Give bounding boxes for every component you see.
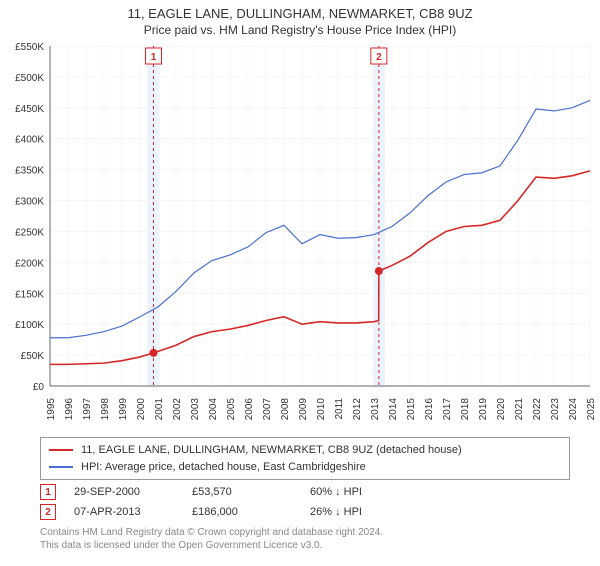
footer: Contains HM Land Registry data © Crown c… [40,526,570,552]
sale-marker-2: 2 [40,504,56,520]
chart-title: 11, EAGLE LANE, DULLINGHAM, NEWMARKET, C… [0,6,600,21]
svg-text:2025: 2025 [586,398,597,421]
svg-text:£250K: £250K [15,227,44,238]
sale-price-2: £186,000 [192,506,292,518]
svg-text:£350K: £350K [15,166,44,177]
svg-text:£450K: £450K [15,104,44,115]
svg-text:£200K: £200K [15,258,44,269]
svg-text:1996: 1996 [64,398,75,421]
svg-text:£400K: £400K [15,135,44,146]
chart-subtitle: Price paid vs. HM Land Registry's House … [0,23,600,37]
svg-text:2001: 2001 [154,398,165,421]
svg-text:2010: 2010 [316,398,327,421]
footer-line-2: This data is licensed under the Open Gov… [40,539,570,552]
svg-text:2019: 2019 [478,398,489,421]
svg-text:2: 2 [376,52,382,63]
sale-date-1: 29-SEP-2000 [74,486,174,498]
sale-delta-1: 60% ↓ HPI [310,486,410,498]
svg-text:2021: 2021 [514,398,525,421]
sale-row-2: 2 07-APR-2013 £186,000 26% ↓ HPI [40,504,570,520]
sale-delta-2: 26% ↓ HPI [310,506,410,518]
svg-text:2008: 2008 [280,398,291,421]
svg-text:2006: 2006 [244,398,255,421]
svg-text:2009: 2009 [298,398,309,421]
svg-text:2003: 2003 [190,398,201,421]
svg-text:2016: 2016 [424,398,435,421]
svg-text:£100K: £100K [15,320,44,331]
svg-text:2023: 2023 [550,398,561,421]
sale-marker-1: 1 [40,484,56,500]
chart-svg: £0 £50K £100K £150K £200K £250K £300K £350K £400… [0,41,600,431]
footer-line-1: Contains HM Land Registry data © Crown c… [40,526,570,539]
legend-label-hpi: HPI: Average price, detached house, East… [81,459,366,476]
line-chart: £0 £50K £100K £150K £200K £250K £300K £350K £400… [0,41,600,431]
svg-text:2011: 2011 [334,398,345,420]
svg-text:2012: 2012 [352,398,363,421]
sale-row-1: 1 29-SEP-2000 £53,570 60% ↓ HPI [40,484,570,500]
svg-text:2013: 2013 [370,398,381,421]
svg-text:2020: 2020 [496,398,507,421]
svg-text:1999: 1999 [118,398,129,421]
legend-label-property: 11, EAGLE LANE, DULLINGHAM, NEWMARKET, C… [81,442,462,459]
svg-text:2017: 2017 [442,398,453,421]
svg-text:2018: 2018 [460,398,471,421]
svg-text:1997: 1997 [82,398,93,421]
legend-row-hpi: HPI: Average price, detached house, East… [49,459,561,476]
svg-text:£550K: £550K [15,42,44,53]
svg-text:2004: 2004 [208,398,219,421]
legend-swatch-hpi [49,466,73,468]
svg-text:£50K: £50K [21,351,45,362]
svg-text:2022: 2022 [532,398,543,421]
svg-text:£150K: £150K [15,289,44,300]
svg-text:2005: 2005 [226,398,237,421]
svg-text:£0: £0 [33,382,45,393]
legend: 11, EAGLE LANE, DULLINGHAM, NEWMARKET, C… [40,437,570,480]
svg-text:2014: 2014 [388,398,399,421]
svg-text:2024: 2024 [568,398,579,421]
svg-text:2002: 2002 [172,398,183,421]
svg-text:1995: 1995 [46,398,57,421]
sale-price-1: £53,570 [192,486,292,498]
svg-text:1: 1 [151,52,157,63]
svg-text:2015: 2015 [406,398,417,421]
svg-text:2000: 2000 [136,398,147,421]
legend-row-property: 11, EAGLE LANE, DULLINGHAM, NEWMARKET, C… [49,442,561,459]
svg-text:£300K: £300K [15,197,44,208]
legend-swatch-property [49,449,73,451]
sale-date-2: 07-APR-2013 [74,506,174,518]
svg-text:1998: 1998 [100,398,111,421]
svg-text:£500K: £500K [15,73,44,84]
svg-text:2007: 2007 [262,398,273,421]
